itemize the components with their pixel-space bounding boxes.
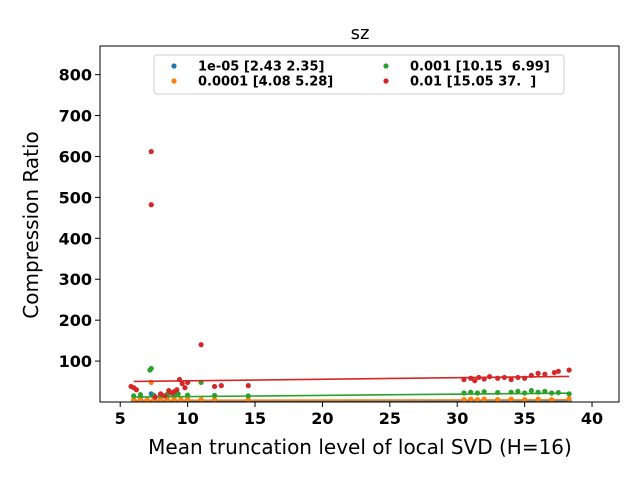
- x-tick-label: 15: [244, 409, 266, 428]
- x-axis-label: Mean truncation level of local SVD (H=16…: [148, 435, 572, 459]
- legend-entry: 0.01 [15.05 37. ]: [410, 75, 536, 90]
- chart-title: sz: [351, 23, 370, 44]
- data-point: [198, 342, 204, 348]
- data-point: [528, 387, 534, 394]
- data-point: [148, 365, 154, 372]
- legend-entry: 0.001 [10.15 6.99]: [410, 60, 550, 75]
- y-axis-label: Compression Ratio: [19, 131, 43, 318]
- data-point: [174, 387, 180, 393]
- y-tick-label: 100: [59, 352, 92, 371]
- data-point: [468, 396, 474, 402]
- y-tick-label: 300: [59, 270, 92, 289]
- data-point: [551, 369, 557, 376]
- legend: 1e-05 [2.43 2.35]0.0001 [4.08 5.28] 0.001…: [153, 54, 565, 95]
- fit-line: [133, 375, 570, 383]
- axis-ticks: 5 10 15 20 25 30 35 40 100 200 300 400 500 600 700 800: [59, 66, 604, 428]
- fit-line: [133, 392, 570, 398]
- legend-entry: 0.0001 [4.08 5.28]: [198, 75, 333, 90]
- x-tick-label: 40: [581, 409, 603, 428]
- series-2: [131, 365, 572, 399]
- data-point: [162, 393, 168, 399]
- data-point: [474, 390, 481, 396]
- data-point: [566, 367, 572, 373]
- x-tick-label: 10: [176, 409, 198, 428]
- y-tick-label: 800: [59, 66, 92, 85]
- data-point: [555, 368, 561, 374]
- plot-area: [128, 148, 572, 402]
- data-point: [137, 392, 144, 398]
- plot-frame: [99, 45, 620, 403]
- data-point: [148, 148, 154, 155]
- x-tick-label: 35: [514, 409, 536, 428]
- data-point: [211, 392, 218, 399]
- data-point: [133, 387, 139, 393]
- x-tick-label: 5: [115, 409, 126, 428]
- data-point: [175, 391, 181, 397]
- legend-marker: [383, 78, 389, 84]
- data-point: [148, 202, 154, 208]
- data-point: [481, 396, 487, 402]
- series-1: [131, 379, 572, 402]
- legend-entry: 1e-05 [2.43 2.35]: [198, 60, 324, 75]
- data-point: [211, 383, 218, 390]
- legend-marker: [171, 78, 177, 84]
- data-point: [508, 376, 514, 383]
- data-point: [218, 383, 224, 389]
- y-tick-label: 400: [59, 229, 92, 248]
- data-point: [245, 383, 251, 389]
- legend-box: [153, 54, 565, 95]
- x-tick-label: 25: [379, 409, 401, 428]
- series-3: [128, 148, 572, 400]
- data-point: [481, 389, 487, 395]
- x-tick-label: 30: [446, 409, 468, 428]
- data-point: [472, 378, 478, 384]
- data-point: [158, 391, 164, 397]
- legend-marker: [383, 63, 389, 69]
- data-point: [152, 394, 158, 400]
- data-point: [515, 388, 521, 394]
- data-point: [542, 371, 548, 377]
- y-tick-label: 200: [59, 311, 92, 330]
- y-tick-label: 600: [59, 147, 92, 166]
- data-point: [535, 370, 541, 376]
- data-point: [182, 385, 188, 391]
- legend-marker: [171, 63, 177, 69]
- y-tick-label: 700: [59, 107, 92, 126]
- y-tick-label: 500: [59, 188, 92, 207]
- x-tick-label: 20: [311, 409, 333, 428]
- data-point: [179, 380, 185, 387]
